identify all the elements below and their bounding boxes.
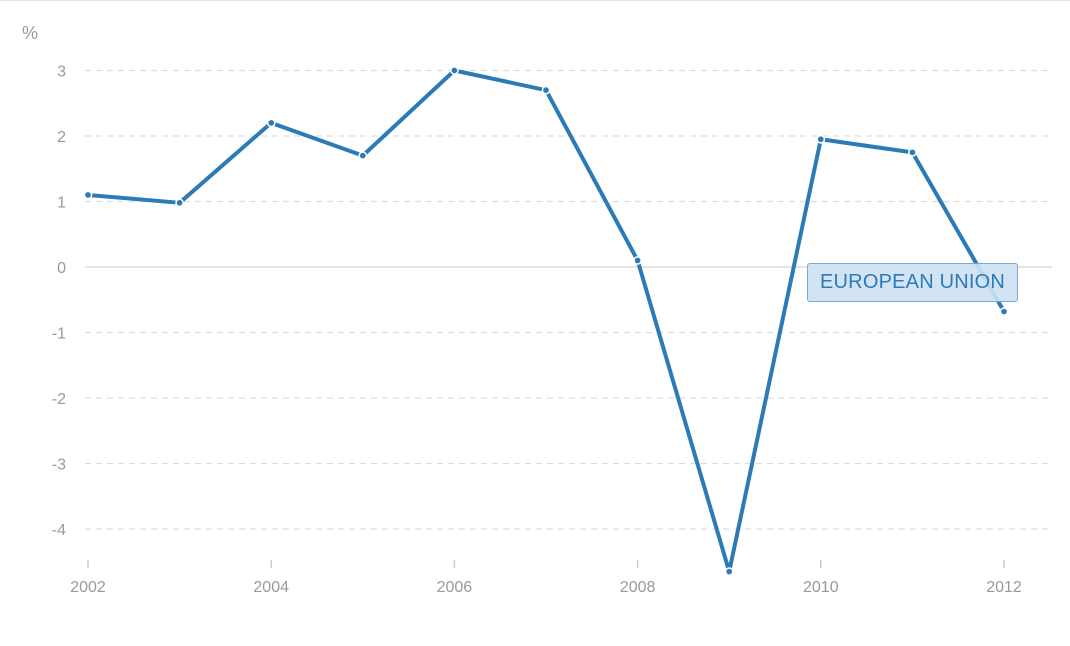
data-point-2004[interactable]: [266, 118, 276, 128]
y-tick-label: -2: [52, 391, 66, 408]
y-tick-label: -3: [52, 457, 66, 474]
y-tick-label: -1: [52, 326, 66, 343]
x-tick-label: 2008: [620, 579, 656, 596]
x-tick-label: 2002: [70, 579, 106, 596]
data-point-2002[interactable]: [83, 190, 93, 200]
series-label-european-union: EUROPEAN UNION: [807, 263, 1019, 302]
data-point-2003[interactable]: [175, 198, 184, 208]
x-tick-label: 2004: [253, 579, 289, 596]
data-point-2012[interactable]: [999, 307, 1009, 316]
y-tick-label: 2: [57, 129, 66, 146]
x-axis-ticks: 2002 2004 2006 2008 2010 2012: [70, 560, 1022, 596]
y-axis-ticks: 3 2 1 0 -1 -2 -3 -4: [52, 64, 66, 540]
x-tick-label: 2006: [437, 579, 473, 596]
y-tick-label: 0: [57, 260, 66, 277]
series-layer: [83, 66, 1009, 576]
y-tick-label: 3: [57, 64, 66, 81]
data-point-2007[interactable]: [541, 85, 551, 95]
y-tick-label: -4: [52, 522, 66, 539]
data-point-2011[interactable]: [908, 148, 917, 157]
data-point-2005[interactable]: [358, 151, 368, 160]
data-point-2006[interactable]: [450, 66, 459, 75]
y-tick-label: 1: [57, 195, 66, 212]
data-point-2008[interactable]: [633, 256, 642, 265]
data-point-2009[interactable]: [724, 567, 734, 576]
x-tick-label: 2012: [986, 579, 1022, 596]
series-line-european-union: [86, 68, 1006, 574]
y-axis-unit-label: %: [22, 23, 38, 43]
data-point-2010[interactable]: [816, 134, 826, 144]
x-tick-label: 2010: [803, 579, 839, 596]
